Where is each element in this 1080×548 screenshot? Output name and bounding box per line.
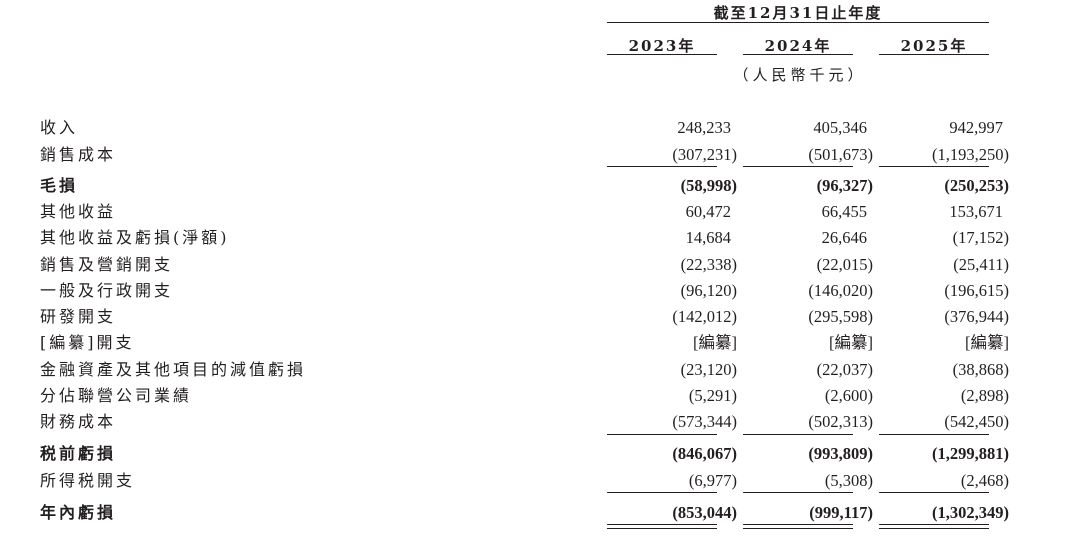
subtotal-underline: [607, 434, 717, 435]
row-label: 收入: [40, 118, 79, 137]
cell-value-2023: [編纂]: [693, 333, 737, 352]
cell-value-2024: (993,809): [808, 444, 873, 463]
cell-value-2025: (2,468): [960, 471, 1009, 490]
cell-value-2025: (1,299,881): [932, 444, 1009, 463]
cell-value-2025: (196,615): [944, 281, 1009, 300]
cell-value-2024: 405,346: [813, 118, 867, 137]
table-row: 銷售及營銷開支 (22,338) (22,015) (25,411): [0, 253, 1080, 277]
cell-value-2025: (376,944): [944, 307, 1009, 326]
subtotal-underline: [743, 434, 853, 435]
row-label: 分佔聯營公司業績: [40, 386, 193, 405]
cell-value-2024: (295,598): [808, 307, 873, 326]
year-header-2023: 2023年: [628, 37, 696, 55]
subtotal-underline: [607, 166, 717, 167]
year-header-2025: 2025年: [900, 37, 968, 55]
cell-value-2024: (2,600): [824, 386, 873, 405]
cell-value-2023: (307,231): [672, 145, 737, 164]
cell-value-2023: (853,044): [672, 503, 737, 522]
year-underline: [607, 54, 717, 55]
table-row: 其他收益 60,472 66,455 153,671: [0, 200, 1080, 224]
table-row: 年內虧損 (853,044) (999,117) (1,302,349): [0, 501, 1080, 525]
cell-value-2025: (25,411): [953, 255, 1009, 274]
cell-value-2025: (2,898): [960, 386, 1009, 405]
cell-value-2023: (846,067): [672, 444, 737, 463]
period-header: 截至12月31日止年度: [713, 4, 883, 22]
subtotal-underline: [879, 434, 989, 435]
cell-value-2023: (23,120): [680, 360, 737, 379]
table-row: 所得税開支 (6,977) (5,308) (2,468): [0, 469, 1080, 493]
subtotal-underline: [607, 492, 717, 493]
cell-value-2023: (142,012): [672, 307, 737, 326]
table-row: 税前虧損 (846,067) (993,809) (1,299,881): [0, 442, 1080, 466]
cell-value-2023: (6,977): [688, 471, 737, 490]
cell-value-2025: (1,193,250): [932, 145, 1009, 164]
year-underline: [743, 54, 853, 55]
row-label: 其他收益及虧損(淨額): [40, 228, 230, 247]
subtotal-underline: [743, 166, 853, 167]
row-label: 其他收益: [40, 202, 117, 221]
table-row: 金融資產及其他項目的減值虧損 (23,120) (22,037) (38,868): [0, 358, 1080, 382]
table-row: 分佔聯營公司業績 (5,291) (2,600) (2,898): [0, 384, 1080, 408]
cell-value-2023: (5,291): [688, 386, 737, 405]
table-row: 一般及行政開支 (96,120) (146,020) (196,615): [0, 279, 1080, 303]
row-label: 所得税開支: [40, 471, 136, 490]
cell-value-2023: (96,120): [680, 281, 737, 300]
subtotal-underline: [879, 166, 989, 167]
row-label: 税前虧損: [40, 444, 117, 463]
row-label: 一般及行政開支: [40, 281, 174, 300]
cell-value-2025: (542,450): [944, 412, 1009, 431]
cell-value-2023: 248,233: [677, 118, 731, 137]
table-row: 其他收益及虧損(淨額) 14,684 26,646 (17,152): [0, 226, 1080, 250]
cell-value-2025: [編纂]: [965, 333, 1009, 352]
cell-value-2025: (38,868): [952, 360, 1009, 379]
cell-value-2024: (999,117): [809, 503, 873, 522]
row-label: 毛損: [40, 176, 79, 195]
cell-value-2024: (501,673): [808, 145, 873, 164]
subtotal-underline: [743, 492, 853, 493]
cell-value-2023: 60,472: [685, 202, 731, 221]
row-label: 研發開支: [40, 307, 117, 326]
row-label: [編纂]開支: [40, 333, 135, 352]
subtotal-underline: [879, 492, 989, 493]
row-label: 銷售成本: [40, 145, 117, 164]
year-underline: [879, 54, 989, 55]
cell-value-2024: (22,037): [816, 360, 873, 379]
row-label: 財務成本: [40, 412, 117, 431]
total-double-underline: [743, 524, 853, 529]
table-row: 研發開支 (142,012) (295,598) (376,944): [0, 305, 1080, 329]
cell-value-2023: (573,344): [672, 412, 737, 431]
cell-value-2025: (250,253): [944, 176, 1009, 195]
table-row: 毛損 (58,998) (96,327) (250,253): [0, 174, 1080, 198]
cell-value-2024: (146,020): [808, 281, 873, 300]
table-row: [編纂]開支 [編纂] [編纂] [編纂]: [0, 331, 1080, 355]
table-row: 財務成本 (573,344) (502,313) (542,450): [0, 410, 1080, 434]
year-header-2024: 2024年: [764, 37, 832, 55]
row-label: 年內虧損: [40, 503, 117, 522]
cell-value-2025: (1,302,349): [932, 503, 1009, 522]
cell-value-2023: (58,998): [680, 176, 737, 195]
cell-value-2024: 66,455: [821, 202, 867, 221]
cell-value-2024: (96,327): [816, 176, 873, 195]
table-row: 收入 248,233 405,346 942,997: [0, 116, 1080, 140]
cell-value-2025: 942,997: [949, 118, 1003, 137]
cell-value-2024: [編纂]: [829, 333, 873, 352]
total-double-underline: [607, 524, 717, 529]
total-double-underline: [879, 524, 989, 529]
cell-value-2025: 153,671: [949, 202, 1003, 221]
period-underline: [607, 22, 989, 23]
unit-label: （人民幣千元）: [733, 66, 867, 84]
cell-value-2024: 26,646: [821, 228, 867, 247]
row-label: 金融資產及其他項目的減值虧損: [40, 360, 307, 379]
cell-value-2025: (17,152): [952, 228, 1009, 247]
cell-value-2024: (22,015): [816, 255, 873, 274]
cell-value-2023: (22,338): [680, 255, 737, 274]
cell-value-2023: 14,684: [685, 228, 731, 247]
table-row: 銷售成本 (307,231) (501,673) (1,193,250): [0, 143, 1080, 167]
cell-value-2024: (5,308): [824, 471, 873, 490]
cell-value-2024: (502,313): [808, 412, 873, 431]
row-label: 銷售及營銷開支: [40, 255, 174, 274]
